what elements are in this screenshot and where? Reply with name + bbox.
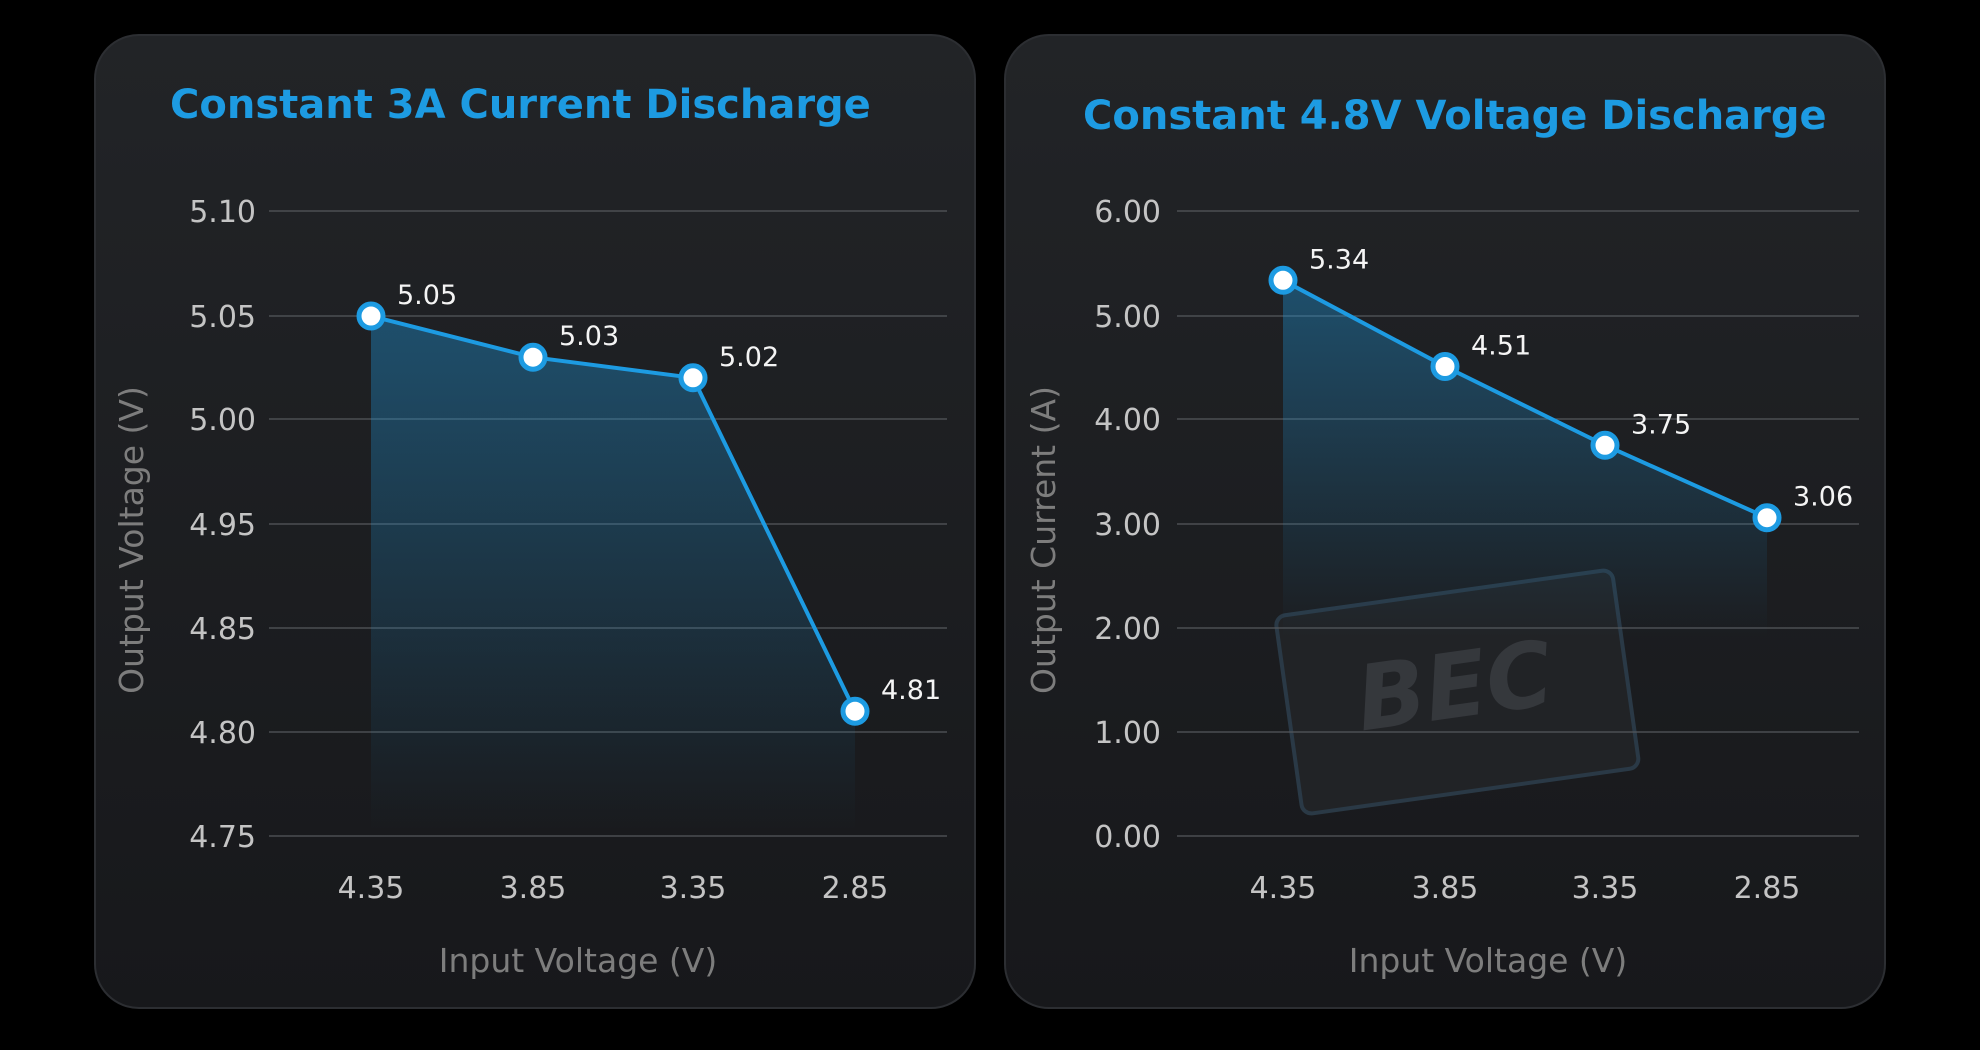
data-point	[356, 301, 386, 331]
data-point	[1590, 430, 1620, 460]
series-line	[1282, 278, 1768, 520]
y-axis-title: Output Voltage (V)	[112, 386, 151, 694]
x-tick-label: 3.85	[1412, 871, 1479, 906]
x-tick-label: 3.35	[660, 871, 727, 906]
y-tick-label: 4.80	[189, 716, 256, 751]
area-fill	[371, 316, 855, 832]
x-tick-label: 3.35	[1572, 871, 1639, 906]
y-tick-label: 1.00	[1094, 716, 1161, 751]
data-label: 5.03	[559, 321, 619, 352]
chart-panel-constant-current: Constant 3A Current Discharge 5.10 5.05 5.0…	[94, 34, 976, 1009]
data-point	[840, 696, 870, 726]
y-tick-label: 6.00	[1094, 195, 1161, 230]
data-point	[1268, 265, 1298, 295]
y-tick-label: 5.00	[189, 403, 256, 438]
data-label: 3.75	[1631, 409, 1691, 440]
data-label: 5.02	[719, 342, 779, 373]
x-tick-label: 4.35	[338, 871, 405, 906]
data-point	[1752, 503, 1782, 533]
data-label: 4.51	[1471, 330, 1531, 361]
data-point	[678, 363, 708, 393]
y-tick-label: 4.00	[1094, 403, 1161, 438]
chart-title: Constant 4.8V Voltage Discharge	[1083, 93, 1827, 139]
data-point	[518, 342, 548, 372]
y-tick-label: 5.10	[189, 195, 256, 230]
y-tick-label: 3.00	[1094, 508, 1161, 543]
y-tick-label: 2.00	[1094, 612, 1161, 647]
data-label: 4.81	[881, 675, 941, 706]
x-tick-label: 3.85	[500, 871, 567, 906]
data-point	[1430, 351, 1460, 381]
x-tick-label: 2.85	[822, 871, 889, 906]
area-fill	[1283, 280, 1767, 638]
data-label: 5.05	[397, 280, 457, 311]
y-tick-label: 4.85	[189, 612, 256, 647]
y-tick-label: 5.05	[189, 300, 256, 335]
y-axis-title: Output Current (A)	[1024, 386, 1063, 694]
y-tick-label: 0.00	[1094, 820, 1161, 855]
data-label: 5.34	[1309, 244, 1369, 275]
series-line	[370, 314, 857, 713]
data-label: 3.06	[1793, 482, 1853, 513]
x-tick-label: 4.35	[1250, 871, 1317, 906]
x-tick-label: 2.85	[1734, 871, 1801, 906]
y-tick-label: 4.75	[189, 820, 256, 855]
x-axis-title: Input Voltage (V)	[1349, 941, 1628, 980]
y-tick-label: 5.00	[1094, 300, 1161, 335]
chart-title: Constant 3A Current Discharge	[170, 82, 871, 128]
y-tick-label: 4.95	[189, 508, 256, 543]
x-axis-title: Input Voltage (V)	[439, 941, 718, 980]
